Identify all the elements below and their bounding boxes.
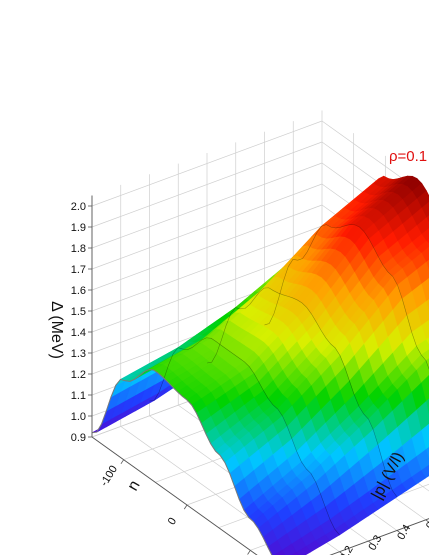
z-tick-label: 1.1 <box>71 390 86 402</box>
y-tick-label: 0.5 <box>424 512 429 531</box>
x-axis-title: n <box>125 478 144 494</box>
z-tick-label: 1.6 <box>71 285 86 297</box>
y-tick-label: 0.2 <box>338 544 356 555</box>
z-tick-label: 0.9 <box>71 432 86 444</box>
z-tick-label: 2.0 <box>71 201 86 213</box>
z-tick-label: 1.2 <box>71 369 86 381</box>
axis-tick-mark <box>248 550 251 554</box>
parameter-annotation: ρ=0.1 <box>389 148 427 165</box>
axis-tick-mark <box>184 505 187 509</box>
z-tick-label: 1.0 <box>71 411 86 423</box>
z-tick-label: 1.5 <box>71 306 86 318</box>
z-tick-label: 1.3 <box>71 348 86 360</box>
z-tick-label: 1.7 <box>71 264 86 276</box>
x-tick-label: -100 <box>98 464 120 489</box>
z-tick-label: 1.9 <box>71 222 86 234</box>
z-tick-label: 1.4 <box>71 327 86 339</box>
z-tick-label: 1.8 <box>71 243 86 255</box>
z-axis-title: Δ (MeV) <box>48 301 65 359</box>
x-tick-label: 0 <box>166 516 179 528</box>
axis-tick-mark <box>121 460 124 464</box>
